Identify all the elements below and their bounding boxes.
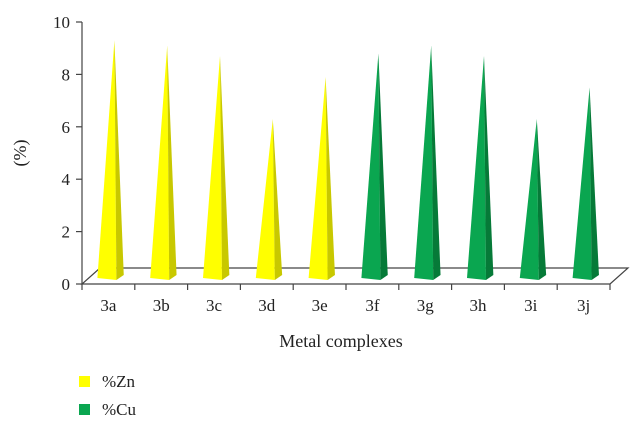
cone-3e — [308, 77, 335, 281]
x-tick-label: 3b — [153, 296, 170, 315]
x-axis-label: Metal complexes — [279, 331, 402, 351]
y-tick-label: 10 — [53, 13, 70, 32]
cone-face — [467, 56, 486, 281]
y-tick-label: 2 — [62, 223, 71, 242]
cone-3j — [572, 87, 599, 280]
legend-swatch-cu — [79, 404, 90, 415]
x-ticks: 3a 3b 3c 3d 3e 3f 3g 3h 3i 3j — [81, 284, 611, 315]
y-tick-label: 6 — [62, 118, 71, 137]
cone-face — [308, 77, 328, 281]
cone-shadow — [484, 56, 494, 281]
cone-3b — [150, 45, 177, 280]
cone-shadow — [114, 40, 124, 281]
x-tick-label: 3h — [470, 296, 488, 315]
x-tick-label: 3j — [577, 296, 590, 315]
cone-3c — [203, 56, 230, 281]
cone-shadow — [536, 118, 547, 280]
cone-face — [361, 53, 381, 280]
cone-face — [414, 45, 434, 280]
cone-shadow — [167, 45, 177, 280]
x-tick-label: 3f — [365, 296, 380, 315]
cone-shadow — [325, 77, 335, 281]
y-ticks: 0 2 4 6 8 10 — [53, 13, 82, 294]
y-tick-label: 8 — [62, 65, 71, 84]
cone-face — [150, 45, 170, 280]
cone-face — [255, 118, 275, 280]
cone-face — [519, 118, 539, 280]
cone-shadow — [431, 45, 441, 280]
cone-face — [203, 56, 222, 281]
cones — [97, 40, 599, 281]
x-tick-label: 3a — [100, 296, 117, 315]
y-tick-label: 4 — [62, 170, 71, 189]
cone-shadow — [378, 53, 388, 280]
cone-3h — [467, 56, 494, 281]
cone-shadow — [220, 56, 230, 281]
y-tick-label: 0 — [62, 275, 71, 294]
y-axis-label: (%) — [10, 140, 31, 167]
x-tick-label: 3e — [312, 296, 328, 315]
cone-3d — [255, 118, 283, 280]
cone-3f — [361, 53, 388, 280]
cone-3g — [414, 45, 441, 280]
legend-label-cu: %Cu — [102, 400, 137, 419]
legend-label-zn: %Zn — [102, 372, 136, 391]
x-tick-label: 3g — [417, 296, 435, 315]
legend-swatch-zn — [79, 376, 90, 387]
cone-shadow — [589, 87, 599, 280]
x-tick-label: 3d — [258, 296, 276, 315]
x-tick-label: 3c — [206, 296, 223, 315]
cone-face — [97, 40, 117, 281]
x-tick-label: 3i — [524, 296, 538, 315]
legend: %Zn %Cu — [79, 372, 137, 419]
cone-3a — [97, 40, 124, 281]
cone-3i — [519, 118, 547, 280]
cone-face — [572, 87, 592, 280]
cone-shadow — [272, 118, 283, 280]
